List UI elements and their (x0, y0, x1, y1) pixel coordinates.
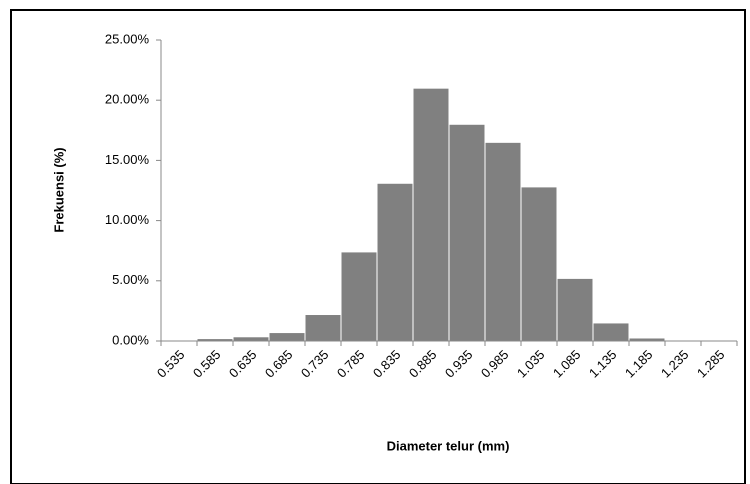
x-tick-label: 1.085 (550, 347, 584, 381)
x-tick-label: 0.585 (190, 347, 224, 381)
bar (592, 322, 630, 342)
bar (484, 141, 522, 342)
x-tick-label: 0.535 (154, 347, 188, 381)
bar (232, 336, 270, 342)
bar (340, 251, 378, 342)
x-tick-label: 0.985 (478, 347, 512, 381)
frame (10, 9, 746, 484)
bar (304, 314, 342, 342)
x-tick-label: 0.785 (334, 347, 368, 381)
x-tick-label: 1.185 (622, 347, 656, 381)
x-tick-label: 1.135 (586, 347, 620, 381)
x-tick-label: 0.685 (262, 347, 296, 381)
bar (376, 182, 414, 342)
x-tick-label: 1.035 (514, 347, 548, 381)
y-tick-label: 5.00% (112, 272, 149, 287)
y-tick-label: 20.00% (105, 92, 150, 107)
x-tick-label: 0.735 (298, 347, 332, 381)
y-axis-title: Frekuensi (%) (51, 147, 66, 232)
x-tick-label: 0.835 (370, 347, 404, 381)
y-tick-label: 15.00% (105, 152, 150, 167)
bar (268, 332, 306, 342)
x-tick-label: 0.935 (442, 347, 476, 381)
x-tick-label: 1.285 (694, 347, 728, 381)
bar (520, 186, 558, 342)
y-tick-label: 10.00% (105, 212, 150, 227)
y-tick-label: 25.00% (105, 31, 150, 46)
x-tick-label: 0.635 (226, 347, 260, 381)
x-tick-label: 1.235 (658, 347, 692, 381)
bar (448, 123, 486, 342)
x-tick-label: 0.885 (406, 347, 440, 381)
x-axis-title: Diameter telur (mm) (387, 438, 510, 453)
y-tick-label: 0.00% (112, 332, 149, 347)
bar (556, 277, 594, 342)
bar (412, 87, 450, 342)
